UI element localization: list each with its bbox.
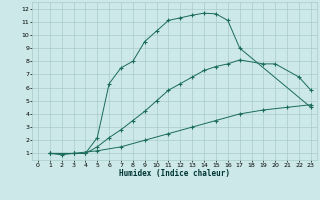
X-axis label: Humidex (Indice chaleur): Humidex (Indice chaleur) bbox=[119, 169, 230, 178]
